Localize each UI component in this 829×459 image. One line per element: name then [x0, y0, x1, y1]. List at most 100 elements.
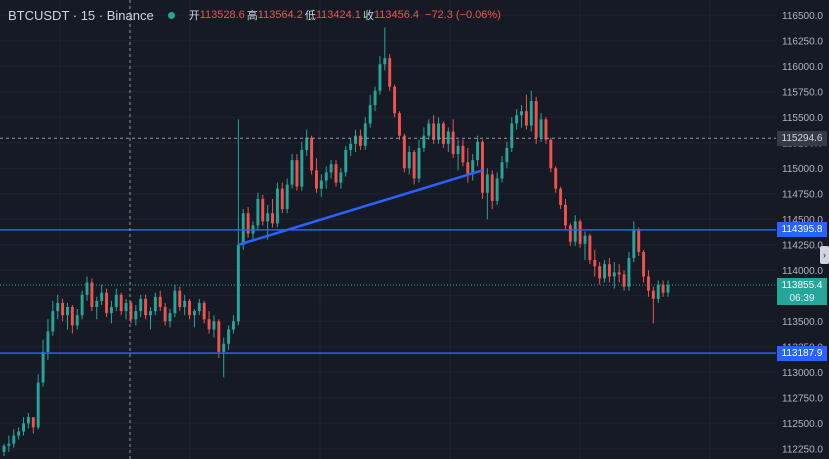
- candle-body: [642, 251, 646, 277]
- candle-body: [41, 351, 45, 383]
- candle-body: [183, 300, 187, 308]
- candle-body: [349, 143, 353, 150]
- candle-body: [412, 151, 416, 179]
- candle-body: [534, 100, 538, 138]
- candle-body: [285, 184, 289, 210]
- candle-body: [407, 151, 411, 169]
- price-tick-label: 112750.0: [782, 393, 823, 404]
- candle-body: [158, 296, 162, 308]
- candle-body: [593, 260, 597, 267]
- candle-body: [432, 123, 436, 140]
- candle-body: [363, 123, 367, 146]
- candle-body: [207, 319, 211, 330]
- candle-body: [495, 178, 499, 201]
- price-tick-label: 113500.0: [782, 317, 823, 328]
- upper-level-tag[interactable]: 114395.8: [777, 222, 827, 238]
- candle-body: [368, 105, 372, 124]
- price-tick-label: 113000.0: [782, 368, 823, 379]
- candle-body: [339, 172, 343, 183]
- candle-body: [168, 313, 172, 322]
- candle-body: [583, 235, 587, 244]
- candle-body: [378, 64, 382, 91]
- candle-body: [61, 302, 65, 316]
- candle-body: [246, 213, 250, 234]
- candle-body: [70, 307, 74, 326]
- collapse-handle-icon[interactable]: ›: [820, 246, 829, 264]
- candle-body: [173, 290, 177, 314]
- candle-body: [485, 174, 489, 193]
- symbol-label[interactable]: BTCUSDT · 15 · Binance: [8, 7, 154, 23]
- candle-body: [305, 137, 309, 150]
- candle-body: [114, 294, 118, 308]
- candle-body: [109, 307, 113, 314]
- candle-body: [271, 213, 274, 224]
- candle-body: [80, 294, 84, 316]
- candle-body: [178, 290, 182, 308]
- candle-body: [324, 172, 328, 181]
- price-tick-label: 114250.0: [782, 240, 823, 251]
- price-tick-label: 114500.0: [782, 215, 823, 226]
- candle-body: [329, 164, 333, 173]
- candle-body: [315, 170, 318, 189]
- low-value: 113424.1: [315, 9, 361, 21]
- candle-body: [549, 139, 553, 169]
- candle-body: [539, 119, 543, 138]
- candle-body: [105, 292, 108, 314]
- candle-body: [354, 135, 357, 144]
- high-label: 高: [246, 10, 258, 22]
- candle-body: [31, 417, 35, 428]
- candle-body: [36, 382, 40, 428]
- candle-body: [124, 302, 128, 312]
- trend-line[interactable]: [237, 169, 483, 246]
- candle-body: [66, 307, 69, 316]
- candle-body: [241, 213, 245, 245]
- candle-body: [85, 282, 89, 295]
- candle-body: [568, 225, 572, 242]
- candle-body: [149, 311, 152, 316]
- candle-body: [12, 435, 16, 444]
- price-tick-label: 112500.0: [782, 419, 823, 430]
- candle-body: [603, 264, 606, 279]
- candle-body: [573, 221, 577, 242]
- candle-body: [192, 311, 196, 316]
- candle-body: [217, 321, 221, 352]
- candle-body: [75, 315, 79, 326]
- candle-body: [637, 229, 641, 252]
- candle-body: [466, 162, 470, 175]
- candle-body: [607, 264, 611, 277]
- candle-body: [588, 235, 592, 261]
- candle-body: [510, 123, 514, 148]
- candle-body: [476, 141, 480, 161]
- candle-body: [202, 302, 206, 320]
- price-tick-label: 116250.0: [782, 36, 823, 47]
- candle-body: [227, 329, 231, 344]
- candle-body: [515, 115, 519, 124]
- candle-body: [261, 198, 265, 222]
- candle-body: [134, 311, 138, 320]
- open-label: 开: [188, 10, 200, 22]
- candle-body: [22, 423, 25, 432]
- candle-body: [139, 298, 143, 312]
- candle-body: [490, 174, 494, 201]
- last-price-tag: 113855.4: [777, 277, 827, 293]
- candle-body: [559, 188, 563, 206]
- price-tick-label: 115000.0: [782, 164, 823, 175]
- candle-body: [656, 284, 660, 299]
- bar-countdown: 06:39: [777, 292, 827, 305]
- candles: [2, 27, 670, 456]
- price-tick-label: 116500.0: [782, 11, 823, 22]
- candle-body: [524, 111, 528, 126]
- candle-body: [441, 123, 445, 144]
- candle-body: [373, 90, 377, 106]
- candle-body: [456, 145, 460, 155]
- candle-body: [310, 137, 314, 171]
- candle-body: [232, 321, 235, 330]
- candle-body: [51, 311, 55, 332]
- lower-level-tag[interactable]: 113187.9: [777, 345, 827, 361]
- crosshair-price-tag: 115294.6: [777, 130, 827, 146]
- change-value: −72.3 (−0.06%): [425, 9, 501, 21]
- low-label: 低: [304, 10, 316, 22]
- candle-body: [437, 123, 440, 140]
